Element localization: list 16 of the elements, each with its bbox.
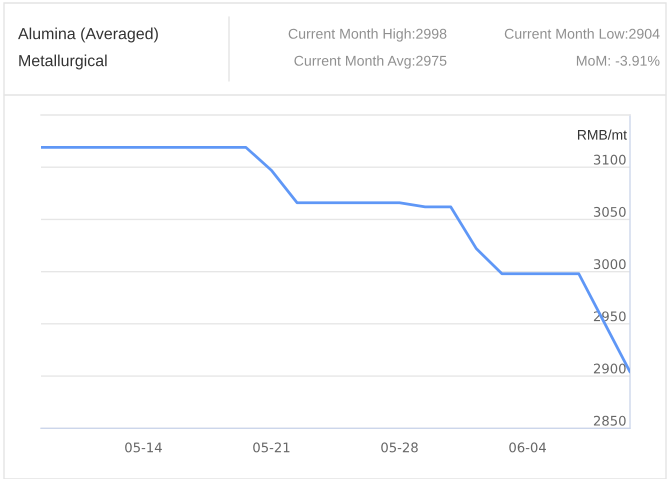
x-tick-label: 05-28	[381, 442, 418, 452]
chart-title: Alumina (Averaged)	[18, 28, 158, 42]
x-tick-label: 06-04	[509, 442, 546, 452]
y-tick-label: 3000	[594, 259, 626, 270]
y-tick-label: 3050	[594, 206, 626, 217]
y-tick-label: 2900	[594, 364, 626, 374]
x-tick-label: 05-21	[253, 442, 290, 452]
y-tick-label: 3100	[594, 154, 626, 165]
x-tick-label: 05-14	[125, 442, 162, 452]
y-axis-title: RMB/mt	[578, 130, 627, 140]
text: Current Month Low:2904	[504, 28, 660, 39]
chart-subtitle: Metallurgical	[19, 54, 107, 70]
text: Current Month High:2998	[288, 28, 446, 42]
text: MoM: -3.91%	[576, 56, 660, 66]
text: Current Month Avg:2975	[294, 55, 446, 69]
y-tick-label: 2850	[594, 416, 626, 426]
